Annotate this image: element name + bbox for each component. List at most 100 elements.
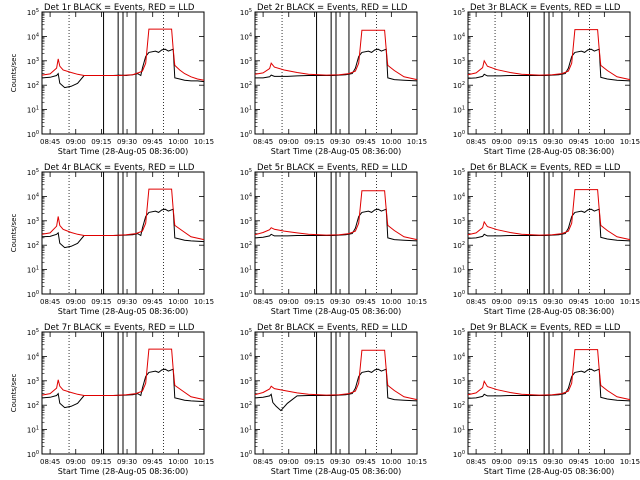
y-tick-label-3: 103 [27, 217, 39, 226]
x-tick-label-2: 09:15 [91, 458, 111, 466]
x-tick-label-2: 09:15 [517, 138, 537, 146]
interval-box-1 [335, 11, 350, 135]
y-tick-exponent: 4 [462, 192, 465, 198]
y-tick-label-4: 104 [240, 192, 252, 201]
series-line-lld [467, 189, 631, 241]
interval-box-0 [103, 331, 119, 455]
interval-box-1 [548, 331, 563, 455]
y-tick-exponent: 0 [36, 450, 39, 456]
y-tick-label-3: 103 [240, 377, 252, 386]
y-tick-label-2: 102 [240, 401, 252, 410]
x-tick-label-5: 10:00 [381, 458, 401, 466]
chart-panel-det-3r: Det 3r BLACK = Events, RED = LLD10010110… [453, 3, 640, 156]
chart-panel-det-5r: Det 5r BLACK = Events, RED = LLD10010110… [240, 163, 427, 316]
x-tick-label-5: 10:00 [168, 458, 188, 466]
x-tick-label-5: 10:00 [168, 138, 188, 146]
x-tick-label-5: 10:00 [381, 138, 401, 146]
y-tick-exponent: 0 [462, 450, 465, 456]
x-tick-label-5: 10:00 [381, 298, 401, 306]
interval-box-0 [103, 11, 119, 135]
x-tick-label-4: 09:45 [356, 298, 376, 306]
y-tick-label-4: 104 [27, 192, 39, 201]
y-tick-exponent: 1 [36, 426, 39, 432]
x-tick-label-4: 09:45 [569, 458, 589, 466]
interval-box-1 [548, 11, 563, 135]
x-tick-label-6: 10:15 [620, 138, 640, 146]
x-tick-label-0: 08:45 [253, 298, 273, 306]
y-tick-exponent: 2 [249, 81, 252, 87]
y-tick-label-5: 105 [453, 168, 465, 177]
y-tick-label-2: 102 [27, 81, 39, 90]
interval-box-1 [335, 331, 350, 455]
x-axis-label: Start Time (28-Aug-05 08:36:00) [271, 307, 402, 316]
y-tick-label-0: 100 [27, 130, 39, 139]
x-tick-label-3: 09:30 [330, 138, 350, 146]
y-tick-label-2: 102 [453, 401, 465, 410]
x-tick-label-2: 09:15 [517, 458, 537, 466]
y-tick-label-1: 101 [453, 426, 465, 435]
panel-title: Det 5r BLACK = Events, RED = LLD [257, 163, 408, 173]
x-tick-label-6: 10:15 [194, 138, 214, 146]
y-tick-label-5: 105 [27, 168, 39, 177]
y-tick-exponent: 0 [36, 290, 39, 296]
y-tick-exponent: 5 [462, 8, 465, 14]
y-tick-exponent: 4 [36, 32, 39, 38]
y-tick-label-1: 101 [240, 426, 252, 435]
y-tick-label-4: 104 [453, 192, 465, 201]
x-tick-label-4: 09:45 [143, 458, 163, 466]
y-tick-label-4: 104 [27, 352, 39, 361]
y-tick-exponent: 4 [36, 352, 39, 358]
y-tick-exponent: 5 [249, 8, 252, 14]
y-tick-exponent: 2 [462, 241, 465, 247]
x-tick-label-1: 09:00 [492, 458, 512, 466]
interval-box-0 [529, 11, 545, 135]
x-tick-label-4: 09:45 [143, 138, 163, 146]
y-tick-label-3: 103 [240, 57, 252, 66]
x-tick-label-6: 10:15 [407, 458, 427, 466]
y-tick-label-3: 103 [27, 377, 39, 386]
y-tick-exponent: 5 [36, 168, 39, 174]
x-axis-label: Start Time (28-Aug-05 08:36:00) [271, 147, 402, 156]
x-tick-label-4: 09:45 [356, 458, 376, 466]
y-tick-exponent: 1 [462, 426, 465, 432]
x-tick-label-0: 08:45 [466, 458, 486, 466]
series-line-lld [467, 29, 631, 81]
y-tick-label-5: 105 [240, 328, 252, 337]
y-tick-label-3: 103 [240, 217, 252, 226]
x-tick-label-1: 09:00 [492, 138, 512, 146]
x-tick-label-0: 08:45 [40, 138, 60, 146]
y-tick-label-0: 100 [240, 290, 252, 299]
series-line-lld [254, 190, 418, 241]
y-tick-label-4: 104 [240, 352, 252, 361]
x-tick-label-6: 10:15 [407, 298, 427, 306]
y-tick-exponent: 3 [36, 217, 39, 223]
series-line-lld [41, 28, 205, 81]
panel-title: Det 3r BLACK = Events, RED = LLD [470, 3, 621, 13]
interval-box-1 [122, 331, 137, 455]
y-tick-label-4: 104 [240, 32, 252, 41]
x-tick-label-1: 09:00 [492, 298, 512, 306]
x-tick-label-0: 08:45 [40, 458, 60, 466]
panel-title: Det 4r BLACK = Events, RED = LLD [44, 163, 195, 173]
y-tick-exponent: 3 [462, 217, 465, 223]
x-tick-label-5: 10:00 [594, 138, 614, 146]
interval-box-1 [335, 171, 350, 295]
y-tick-exponent: 3 [462, 377, 465, 383]
y-tick-label-2: 102 [453, 241, 465, 250]
panel-title: Det 9r BLACK = Events, RED = LLD [470, 323, 621, 333]
y-tick-exponent: 3 [36, 377, 39, 383]
panel-title: Det 2r BLACK = Events, RED = LLD [257, 3, 408, 13]
y-tick-exponent: 4 [249, 192, 252, 198]
y-tick-exponent: 4 [462, 352, 465, 358]
interval-box-0 [316, 11, 332, 135]
interval-box-0 [529, 331, 545, 455]
y-tick-exponent: 5 [249, 328, 252, 334]
y-tick-exponent: 0 [462, 290, 465, 296]
chart-panel-det-2r: Det 2r BLACK = Events, RED = LLD10010110… [240, 3, 427, 156]
y-tick-exponent: 3 [462, 57, 465, 63]
y-tick-exponent: 3 [36, 57, 39, 63]
panel-title: Det 8r BLACK = Events, RED = LLD [257, 323, 408, 333]
series-line-lld [41, 348, 205, 401]
chart-panel-det-8r: Det 8r BLACK = Events, RED = LLD10010110… [240, 323, 427, 476]
